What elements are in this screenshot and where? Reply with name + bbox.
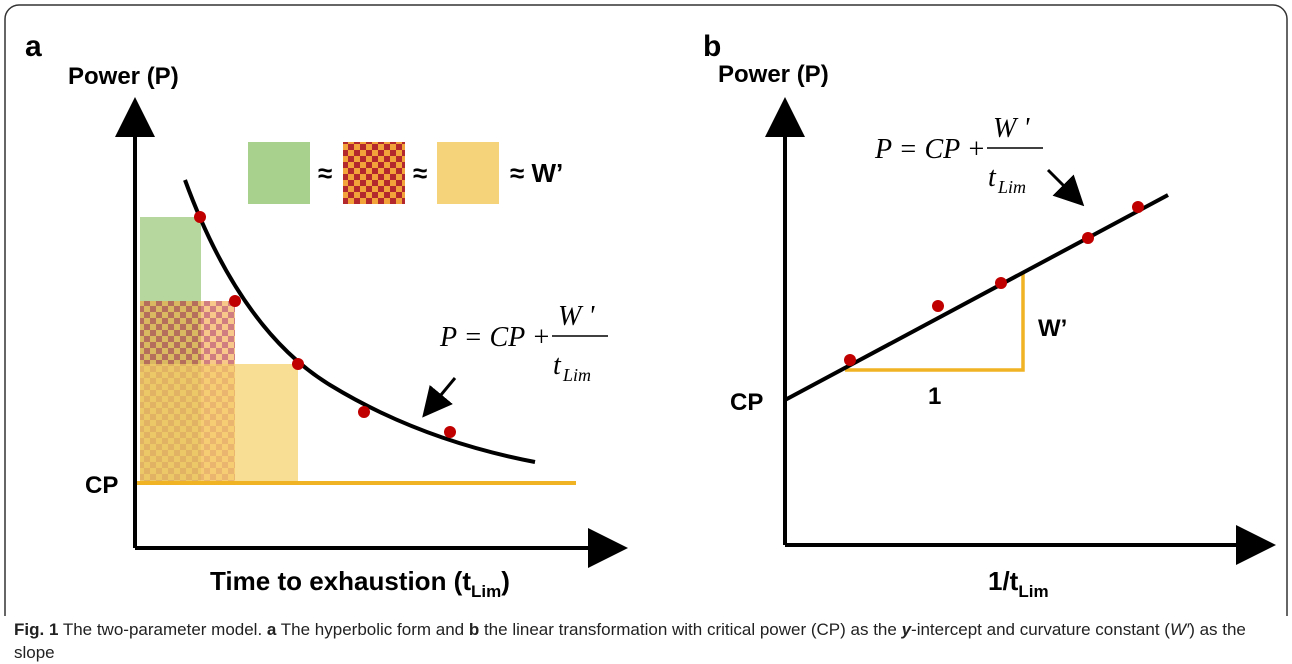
approx: ≈ [318, 158, 332, 188]
caption-text: The two-parameter model. [58, 620, 267, 639]
legend-yellow [437, 142, 499, 204]
equation-sub: Lim [562, 365, 591, 385]
x-label-main: Time to exhaustion (t [210, 566, 471, 596]
arrow [422, 377, 457, 418]
x-label-sub: Lim [1018, 582, 1048, 601]
caption-figure: Fig. 1 [14, 620, 59, 639]
points [194, 211, 456, 438]
x-label: Time to exhaustion (tLim) [210, 566, 510, 601]
approx: ≈ [413, 158, 427, 188]
equation-den: t [553, 350, 562, 381]
caption: Fig. 1 The two-parameter model. a The hy… [14, 618, 1274, 664]
equation-sub: Lim [997, 177, 1026, 197]
legend-green [248, 142, 310, 204]
y-label: Power (P) [718, 61, 829, 88]
x-label-main: 1/t [988, 566, 1019, 596]
cp-label: CP [85, 472, 118, 499]
equation-den: t [988, 162, 997, 193]
area-yellow [140, 364, 298, 483]
rise-label: W’ [1038, 315, 1067, 342]
cp-label: CP [730, 389, 763, 416]
y-label: Power (P) [68, 63, 179, 90]
run-label: 1 [928, 383, 941, 410]
caption-text: y [901, 620, 912, 639]
equation-num: W ' [558, 301, 595, 332]
panel-label: a [25, 30, 42, 63]
curve [183, 179, 536, 464]
caption-text: The hyperbolic form and [276, 620, 469, 639]
equation: P = CP + [874, 134, 986, 165]
x-label-end: ) [501, 566, 510, 596]
caption-text: b [468, 620, 480, 639]
equation-num: W ' [993, 113, 1030, 144]
approx-w: ≈ W’ [510, 158, 563, 188]
arrow [1046, 168, 1085, 207]
caption-text: the linear transformation with critical … [479, 620, 902, 639]
figure: a Power (P) CP ≈ ≈ ≈ W’ P = CP + W ' t L… [4, 4, 1288, 616]
equation: P = CP + [439, 322, 551, 353]
x-label: 1/tLim [988, 566, 1049, 601]
panel-label: b [703, 30, 721, 63]
legend-checker [343, 142, 405, 204]
caption-text: ) as the slope [14, 620, 1251, 662]
x-label-sub: Lim [471, 582, 501, 601]
slope-triangle [845, 272, 1025, 372]
frame [4, 4, 1288, 616]
caption-text: W′ [1169, 620, 1190, 639]
caption-text: -intercept and curvature constant ( [911, 620, 1170, 639]
points [844, 201, 1144, 366]
caption-text: a [266, 620, 277, 639]
